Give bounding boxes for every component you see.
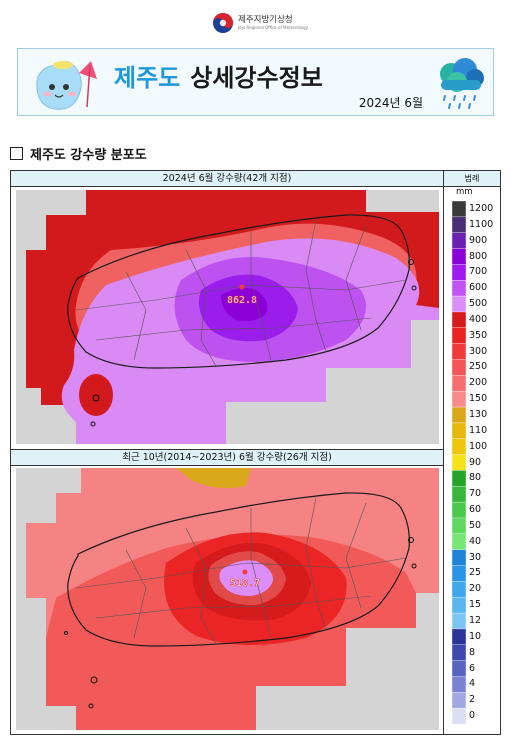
banner-title-region: 제주도: [114, 64, 181, 92]
legend-swatch: [452, 676, 466, 693]
legend-label: 800: [469, 250, 488, 262]
legend-label: 300: [469, 345, 488, 357]
legend-swatch: [452, 644, 466, 662]
legend-label: 10: [469, 630, 482, 642]
legend-label: 40: [469, 535, 482, 547]
legend-unit: mm: [456, 187, 473, 197]
section-heading-text: 제주도 강수량 분포도: [30, 148, 147, 163]
legend-label: 20: [469, 583, 482, 595]
legend-caption: 범례: [444, 171, 500, 187]
legend-label: 8: [469, 646, 476, 658]
legend-swatch: [452, 216, 466, 234]
legend-label: 350: [469, 329, 488, 341]
legend-swatch: [452, 597, 466, 614]
legend-label: 100: [469, 440, 488, 452]
mascot-illustration-icon: [36, 61, 97, 110]
map1-max-label: 862.8: [227, 295, 257, 306]
legend-swatch: [452, 549, 466, 567]
legend-swatch: [452, 565, 466, 582]
agency-subtitle: Jeju Regional Office of Meteorology: [238, 25, 309, 30]
legend-swatch: [452, 454, 466, 471]
legend-swatch: [452, 486, 466, 503]
legend-label: 25: [469, 567, 482, 579]
legend-swatch: [452, 422, 466, 440]
agency-name: 제주지방기상청: [238, 15, 293, 25]
section-heading: 제주도 강수량 분포도: [10, 144, 147, 163]
legend-swatch: [452, 280, 466, 297]
legend-swatch: [452, 232, 466, 250]
legend-swatch: [452, 390, 466, 408]
legend-swatch: [452, 438, 466, 456]
legend-label: 50: [469, 519, 482, 531]
map2-caption: 최근 10년(2014~2023년) 6월 강수량(26개 지점): [11, 449, 443, 466]
legend-label: 110: [469, 424, 488, 436]
frame-divider: [443, 171, 444, 734]
legend-label: 60: [469, 504, 482, 515]
legend-swatch: [452, 533, 466, 551]
banner-title: 제주도 상세강수정보: [114, 58, 323, 93]
legend-swatch: [452, 248, 466, 265]
legend-label: 0: [469, 710, 476, 722]
legend-label: 70: [469, 488, 482, 500]
legend-swatch: [452, 501, 466, 519]
legend-swatch: [452, 295, 466, 313]
legend-swatch: [452, 343, 466, 360]
legend-label: 90: [469, 456, 482, 468]
legend-label: 4: [469, 678, 476, 690]
legend-swatch: [452, 201, 466, 218]
title-banner: 제주도 상세강수정보 2024년 6월: [17, 48, 494, 116]
legend-label: 30: [469, 551, 482, 563]
legend-label: 15: [469, 599, 482, 611]
map2-max-label: 518.7: [230, 578, 260, 589]
legend-swatch: [452, 612, 466, 630]
legend-color-bar: [452, 201, 466, 724]
legend-swatch: [452, 707, 466, 724]
checkbox-glyph-icon: [10, 147, 23, 160]
legend-swatch: [452, 517, 466, 535]
legend-swatch: [452, 327, 466, 345]
legend-label: 400: [469, 313, 488, 325]
map-frame: 2024년 6월 강수량(42개 지점) 최근 10년(2014~2023년) …: [10, 170, 501, 735]
legend-label: 150: [469, 393, 488, 405]
map1-caption: 2024년 6월 강수량(42개 지점): [11, 171, 443, 187]
legend-swatch: [452, 311, 466, 329]
legend-swatch: [452, 375, 466, 392]
legend-swatch: [452, 470, 466, 487]
rain-cloud-icon: [440, 58, 484, 109]
legend-label: 12: [469, 615, 482, 626]
legend-swatch: [452, 660, 466, 677]
legend-label: 200: [469, 377, 488, 389]
legend-label: 700: [469, 266, 488, 278]
legend-label: 2: [469, 694, 476, 706]
legend-label: 1100: [469, 218, 494, 230]
legend-swatch: [452, 581, 466, 598]
legend-label: 6: [469, 662, 476, 674]
legend-label: 130: [469, 409, 488, 420]
agency-logo: 제주지방기상청 Jeju Regional Office of Meteorol…: [212, 10, 312, 38]
legend-label: 600: [469, 282, 488, 294]
precip-map-10yr: 518.7: [16, 468, 439, 730]
banner-date: 2024년 6월: [358, 96, 423, 110]
legend-swatch: [452, 359, 466, 376]
legend-swatch: [452, 628, 466, 646]
legend-swatch: [452, 406, 466, 424]
legend-label: 250: [469, 361, 488, 373]
banner-title-rest: 상세강수정보: [190, 64, 323, 92]
legend-label: 900: [469, 234, 488, 246]
taegeuk-icon: [213, 13, 233, 33]
legend-label: 80: [469, 472, 482, 484]
legend-label: 1200: [469, 202, 494, 214]
legend-swatch: [452, 264, 466, 281]
legend-swatch: [452, 692, 466, 709]
legend-label: 500: [469, 298, 488, 309]
precip-map-2024: 862.8: [16, 190, 439, 444]
